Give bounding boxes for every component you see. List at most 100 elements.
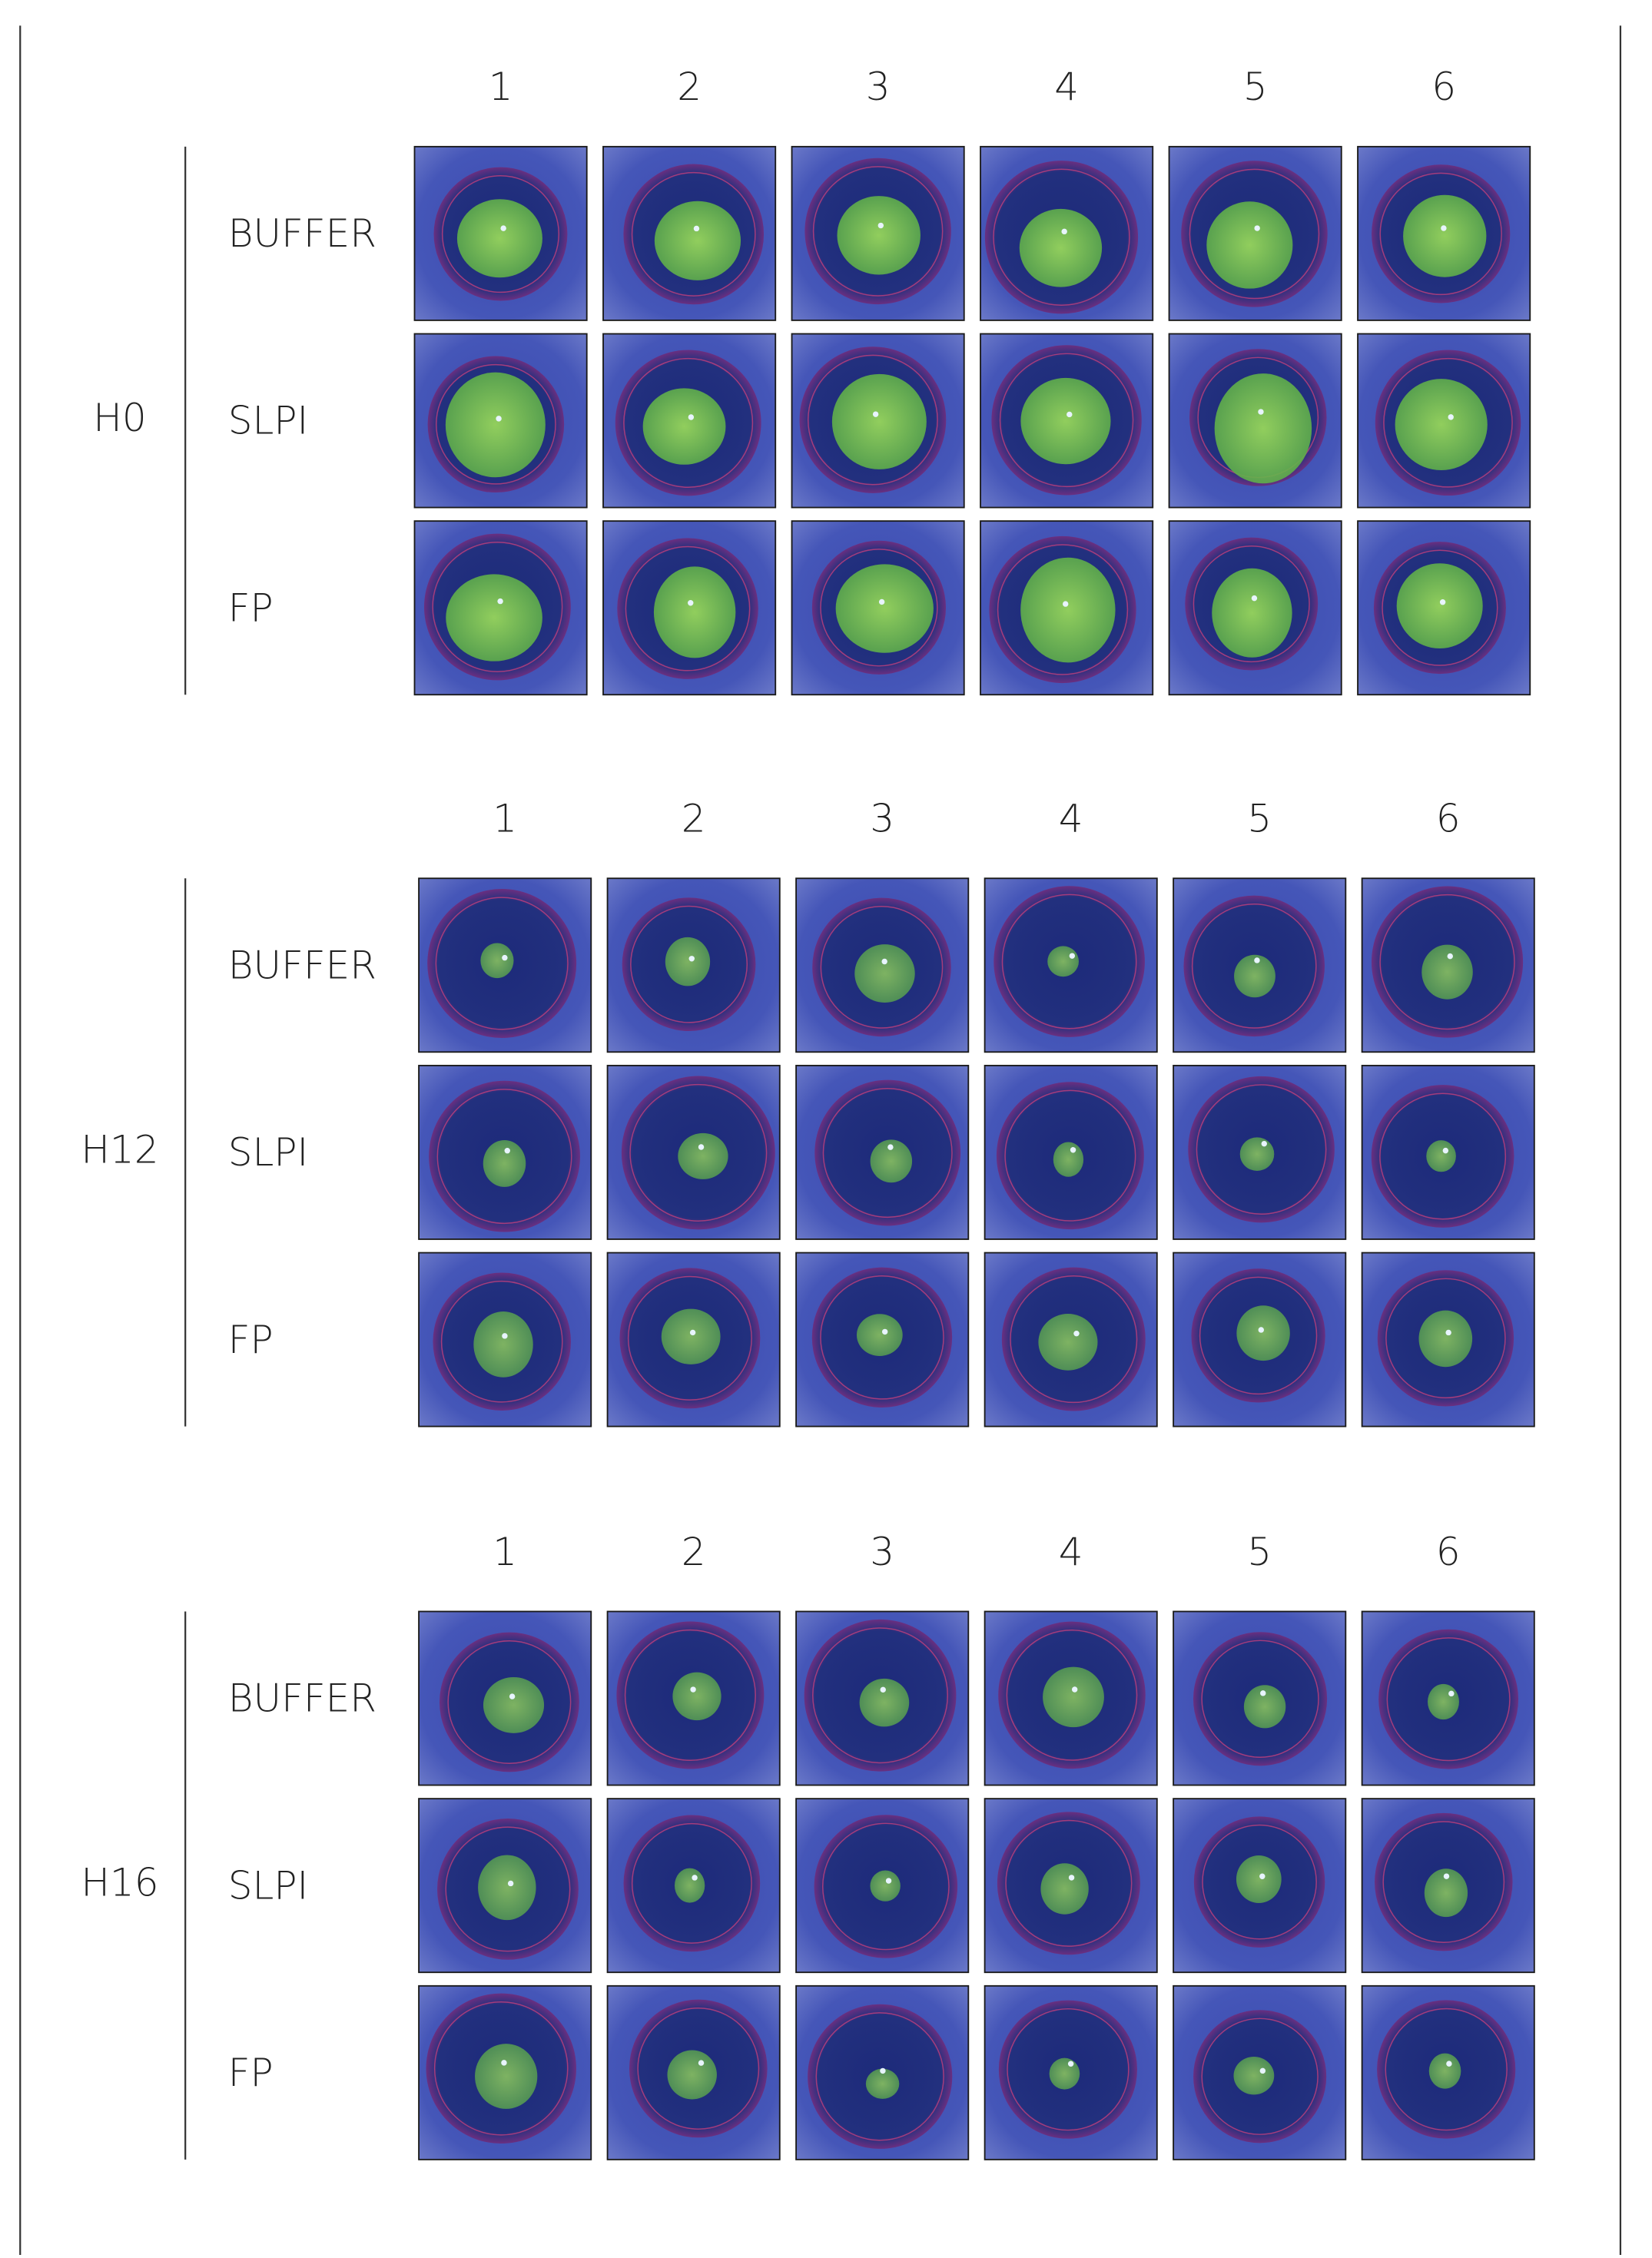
glint <box>1067 411 1073 418</box>
eye-image <box>795 1984 970 2160</box>
limbus-ring <box>1001 894 1137 1030</box>
image-border <box>418 1984 592 2160</box>
image-border <box>1361 1984 1535 2160</box>
fluorescein-stain <box>446 574 542 661</box>
fluorescein-stain <box>1428 2053 1461 2089</box>
limbus-ring <box>1386 1637 1511 1762</box>
eye-image <box>418 1798 592 1974</box>
image-border <box>1173 1610 1347 1786</box>
glint <box>1061 228 1067 235</box>
fluorescein-stain <box>870 1870 901 1902</box>
glint <box>1439 599 1446 605</box>
fluorescein-stain <box>1418 1310 1473 1368</box>
fluorescein-stain <box>445 372 546 478</box>
limbus-ring <box>997 544 1129 675</box>
image-border <box>984 1798 1158 1974</box>
fluorescein-stain <box>473 1311 533 1378</box>
fluorescein-stain <box>1234 954 1275 998</box>
glint <box>1068 1875 1075 1881</box>
limbus-ring <box>435 363 556 485</box>
limbus-ring <box>624 1629 756 1762</box>
glint <box>1261 1140 1267 1147</box>
glint <box>887 1144 894 1150</box>
eye-image <box>1168 145 1342 321</box>
eye-image <box>1168 333 1342 509</box>
image-border <box>984 1064 1158 1240</box>
fluorescein-stain <box>478 1855 536 1921</box>
image-border <box>984 1984 1158 2160</box>
fluorescein-stain <box>1049 2057 1080 2090</box>
fluorescein-stain <box>1426 1140 1456 1172</box>
eye-image <box>984 1610 1158 1786</box>
fluorescein-stain <box>665 937 711 986</box>
image-border <box>1168 145 1342 321</box>
eye-image <box>418 1064 592 1240</box>
fluorescein-stain <box>667 2050 717 2100</box>
eye-image <box>984 877 1158 1053</box>
image-border <box>1357 145 1531 321</box>
eye-image <box>418 1252 592 1427</box>
fluorescein-stain <box>856 1314 903 1356</box>
eye-image <box>1361 1064 1535 1240</box>
eye-image <box>1361 877 1535 1053</box>
image-border <box>984 877 1158 1053</box>
image-border <box>791 333 965 509</box>
image-border <box>418 1610 592 1786</box>
image-border <box>1361 1064 1535 1240</box>
column-label: 2 <box>682 797 706 841</box>
eye-image <box>1361 1984 1535 2160</box>
eye-image <box>984 1252 1158 1427</box>
glint <box>502 1333 508 1339</box>
glint <box>1254 225 1260 231</box>
fluorescein-stain <box>1040 1863 1089 1915</box>
group-label: H16 <box>81 1861 158 1905</box>
image-border <box>1361 1610 1535 1786</box>
fluorescein-stain <box>1043 1666 1104 1728</box>
limbus-ring <box>1379 894 1515 1030</box>
fluorescein-stain <box>1214 373 1312 484</box>
limbus-ring <box>1383 357 1513 488</box>
eye-image <box>984 1798 1158 1974</box>
eye-image <box>1173 1610 1347 1786</box>
image-border <box>1173 877 1347 1053</box>
glint <box>1448 414 1454 420</box>
limbus-ring <box>1382 1821 1505 1943</box>
fluorescein-stain <box>1403 194 1487 277</box>
eye-image <box>602 333 777 509</box>
glint <box>507 1880 514 1887</box>
eye-image <box>791 333 965 509</box>
eye-image <box>980 520 1154 696</box>
eye-image <box>606 1610 781 1786</box>
image-border <box>606 1610 781 1786</box>
fluorescein-stain <box>456 199 542 278</box>
glint <box>1260 1690 1266 1696</box>
row-label: BUFFER <box>228 211 377 256</box>
column-label: 1 <box>489 65 513 109</box>
glint <box>1071 1686 1078 1693</box>
limbus-ring <box>820 549 938 667</box>
limbus-ring <box>436 1089 572 1225</box>
column-label: 3 <box>866 65 891 109</box>
glint <box>504 1148 510 1154</box>
glint <box>1441 225 1447 231</box>
eye-image <box>1357 145 1531 321</box>
image-border <box>413 520 588 696</box>
fluorescein-stain <box>480 943 514 979</box>
fluorescein-stain <box>642 388 726 465</box>
eye-image <box>418 1610 592 1786</box>
glint <box>878 598 885 605</box>
image-border <box>1173 1798 1347 1974</box>
glint <box>881 1328 888 1335</box>
limbus-ring <box>1382 549 1498 666</box>
glint <box>1447 953 1453 960</box>
fluorescein-stain <box>831 373 927 469</box>
eye-image <box>1173 1252 1347 1427</box>
row-label: FP <box>228 585 274 630</box>
glint <box>509 1693 516 1699</box>
limbus-ring <box>999 353 1134 488</box>
limbus-ring <box>630 905 748 1023</box>
eye-image <box>1357 520 1531 696</box>
image-border <box>418 1064 592 1240</box>
fluorescein-stain <box>854 944 915 1003</box>
limbus-ring <box>627 1275 752 1401</box>
